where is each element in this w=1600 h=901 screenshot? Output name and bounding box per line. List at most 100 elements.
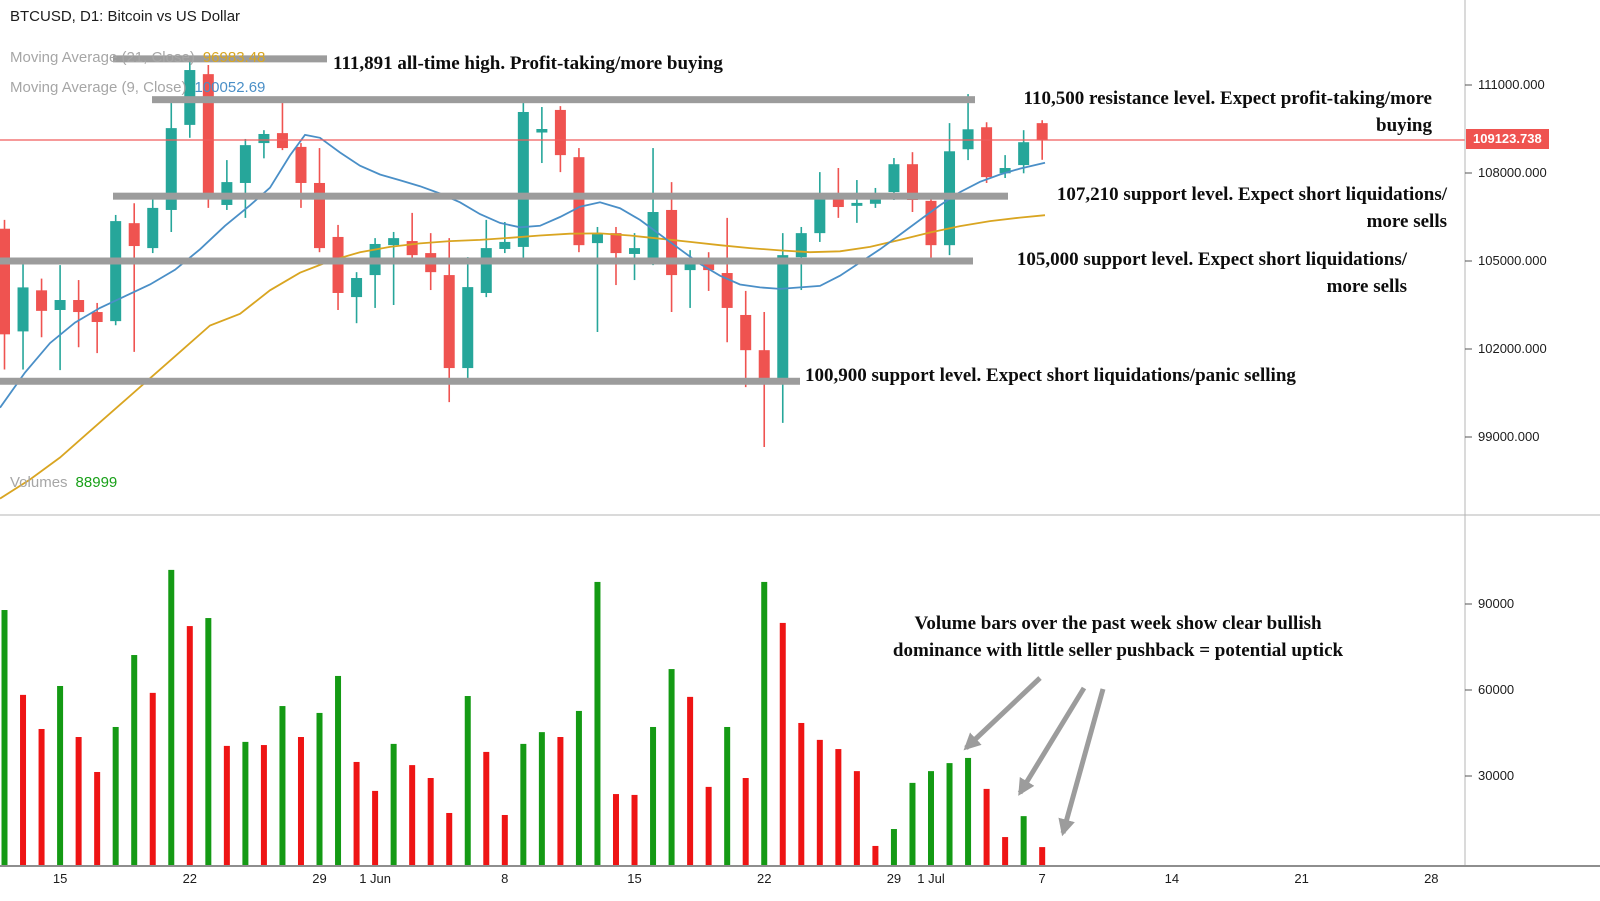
volume-bar (223, 745, 230, 865)
volume-bar (724, 726, 731, 865)
candle-body (443, 275, 455, 369)
volume-bar (557, 737, 564, 865)
volume-bar (946, 763, 953, 865)
candle-body (869, 197, 881, 204)
candle-body (703, 262, 715, 271)
candle-body (239, 145, 251, 183)
volume-bar (168, 569, 175, 865)
level-line-105000[interactable] (0, 257, 973, 265)
ma9-label: Moving Average (9, Close) (10, 79, 187, 96)
chart-title: BTCUSD, D1: Bitcoin vs US Dollar (10, 8, 241, 25)
volume-bar (1002, 837, 1009, 865)
candle-body (795, 233, 807, 258)
volume-bar (20, 694, 27, 865)
ma21-value: 96983.48 (202, 49, 266, 66)
time-axis-label: 14 (1164, 871, 1180, 886)
volume-bar (890, 829, 897, 865)
candle-body (332, 236, 344, 293)
candle-body (499, 241, 511, 249)
volume-note[interactable]: Volume bars over the past week show clea… (848, 610, 1388, 664)
candle-body (814, 198, 826, 234)
support-100900-note-line: 100,900 support level. Expect short liqu… (805, 365, 1296, 386)
level-line-107210[interactable] (113, 192, 1008, 200)
time-axis-label: 22 (756, 871, 772, 886)
time-axis-label: 15 (52, 871, 68, 886)
time-axis-label: 21 (1294, 871, 1309, 886)
volume-note-arrow-3[interactable] (1058, 688, 1106, 837)
volume-axis-label: 90000 (1478, 596, 1515, 611)
candle-body (314, 182, 326, 249)
indicator-legend-ma21[interactable]: Moving Average (21, Close) 96983.48 (10, 49, 265, 66)
ma9-line[interactable] (0, 133, 1046, 409)
time-axis-label: 15 (627, 871, 642, 886)
time-axis-label: 1 Jul (917, 871, 945, 886)
price-axis-label: 99000.000 (1478, 429, 1540, 444)
volume-bar (186, 626, 193, 865)
candle-body (17, 287, 29, 332)
volume-bar (612, 794, 619, 865)
volume-note-arrow-1[interactable] (963, 676, 1042, 751)
candle-body (573, 157, 585, 246)
support-105000-note-line: 105,000 support level. Expect short liqu… (1016, 249, 1407, 270)
ma9-value: 100052.69 (194, 79, 266, 96)
main-pane[interactable] (0, 60, 1048, 500)
candle-body (73, 300, 85, 313)
volume-bar (909, 782, 916, 865)
candle-body (517, 111, 529, 247)
volume-bar (409, 765, 416, 865)
volume-bar (1, 610, 8, 865)
support-100900-note[interactable]: 100,900 support level. Expect short liqu… (805, 362, 1296, 389)
price-axis-label: 105000.000 (1478, 253, 1547, 268)
volume-bar (761, 581, 768, 865)
ma21-line[interactable] (0, 214, 1046, 500)
candle-body (0, 228, 10, 335)
level-line-111891[interactable] (113, 55, 327, 63)
volume-bar (928, 771, 934, 865)
support-107210-note[interactable]: 107,210 support level. Expect short liqu… (1057, 181, 1447, 235)
indicator-legend-ma9[interactable]: Moving Average (9, Close) 100052.69 (10, 79, 265, 96)
ath-note[interactable]: 111,891 all-time high. Profit-taking/mor… (333, 50, 723, 77)
level-line-100900[interactable] (0, 377, 800, 385)
volume-bar (742, 778, 749, 865)
volume-bar (816, 739, 823, 865)
volume-axis-label: 30000 (1478, 768, 1515, 783)
price-axis-label: 108000.000 (1478, 165, 1547, 180)
current-price-tag: 109123.738 (1466, 129, 1549, 149)
level-line-110500[interactable] (152, 96, 975, 104)
volume-bar (483, 751, 490, 865)
volume-bar (94, 771, 101, 865)
volume-bar (835, 749, 842, 865)
indicator-legend-volumes[interactable]: Volumes 88999 (10, 474, 117, 491)
volume-bar (427, 778, 434, 865)
candle-body (888, 164, 900, 193)
volume-pane[interactable] (1, 569, 1046, 865)
candle-body (147, 207, 159, 249)
volume-bar (705, 786, 712, 865)
volume-bar (668, 669, 675, 865)
volume-bar (650, 726, 657, 865)
volume-bar (316, 712, 323, 865)
candle-body (629, 248, 641, 254)
volume-bar (242, 741, 249, 865)
volume-note-arrow-2[interactable] (1017, 686, 1087, 796)
price-axis-label: 102000.000 (1478, 341, 1547, 356)
volume-bar (798, 722, 805, 865)
volume-bar (112, 726, 119, 865)
volume-bar (520, 743, 527, 865)
support-105000-note-line: more sells (1326, 276, 1407, 297)
volume-bar (594, 581, 601, 865)
volume-bar (1039, 847, 1046, 865)
support-105000-note[interactable]: 105,000 support level. Expect short liqu… (1017, 246, 1407, 300)
time-axis-label: 22 (182, 871, 198, 886)
time-axis-label: 28 (1424, 871, 1439, 886)
resistance-110500-note[interactable]: 110,500 resistance level. Expect profit-… (1024, 85, 1432, 139)
volume-bar (687, 696, 694, 865)
ma21-label: Moving Average (21, Close) (10, 49, 195, 66)
candle-body (91, 312, 103, 323)
candle-body (1018, 142, 1030, 166)
candle-body (165, 128, 177, 210)
time-axis-label: 29 (312, 871, 327, 886)
time-axis-label: 29 (886, 871, 902, 886)
candle-body (480, 248, 492, 293)
